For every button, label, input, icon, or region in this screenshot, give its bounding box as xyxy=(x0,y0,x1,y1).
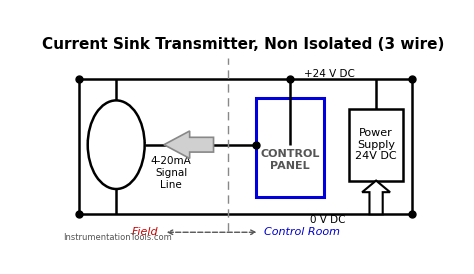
Polygon shape xyxy=(164,131,213,158)
Text: InstrumentationTools.com: InstrumentationTools.com xyxy=(63,233,172,242)
Text: 0 V DC: 0 V DC xyxy=(310,215,346,225)
Bar xyxy=(349,109,403,181)
Text: Field: Field xyxy=(132,227,158,237)
Text: Current Sink Transmitter, Non Isolated (3 wire): Current Sink Transmitter, Non Isolated (… xyxy=(42,37,444,52)
Text: Control Room: Control Room xyxy=(264,227,340,237)
Text: Power
Supply
24V DC: Power Supply 24V DC xyxy=(356,128,397,161)
Text: CONTROL
PANEL: CONTROL PANEL xyxy=(260,149,319,170)
Text: +24 V DC: +24 V DC xyxy=(304,69,356,79)
Bar xyxy=(256,98,324,198)
Text: 4-20mA
Signal
Line: 4-20mA Signal Line xyxy=(151,156,191,190)
Text: Transmitter: Transmitter xyxy=(86,140,146,150)
Polygon shape xyxy=(362,181,390,214)
Ellipse shape xyxy=(88,100,145,189)
